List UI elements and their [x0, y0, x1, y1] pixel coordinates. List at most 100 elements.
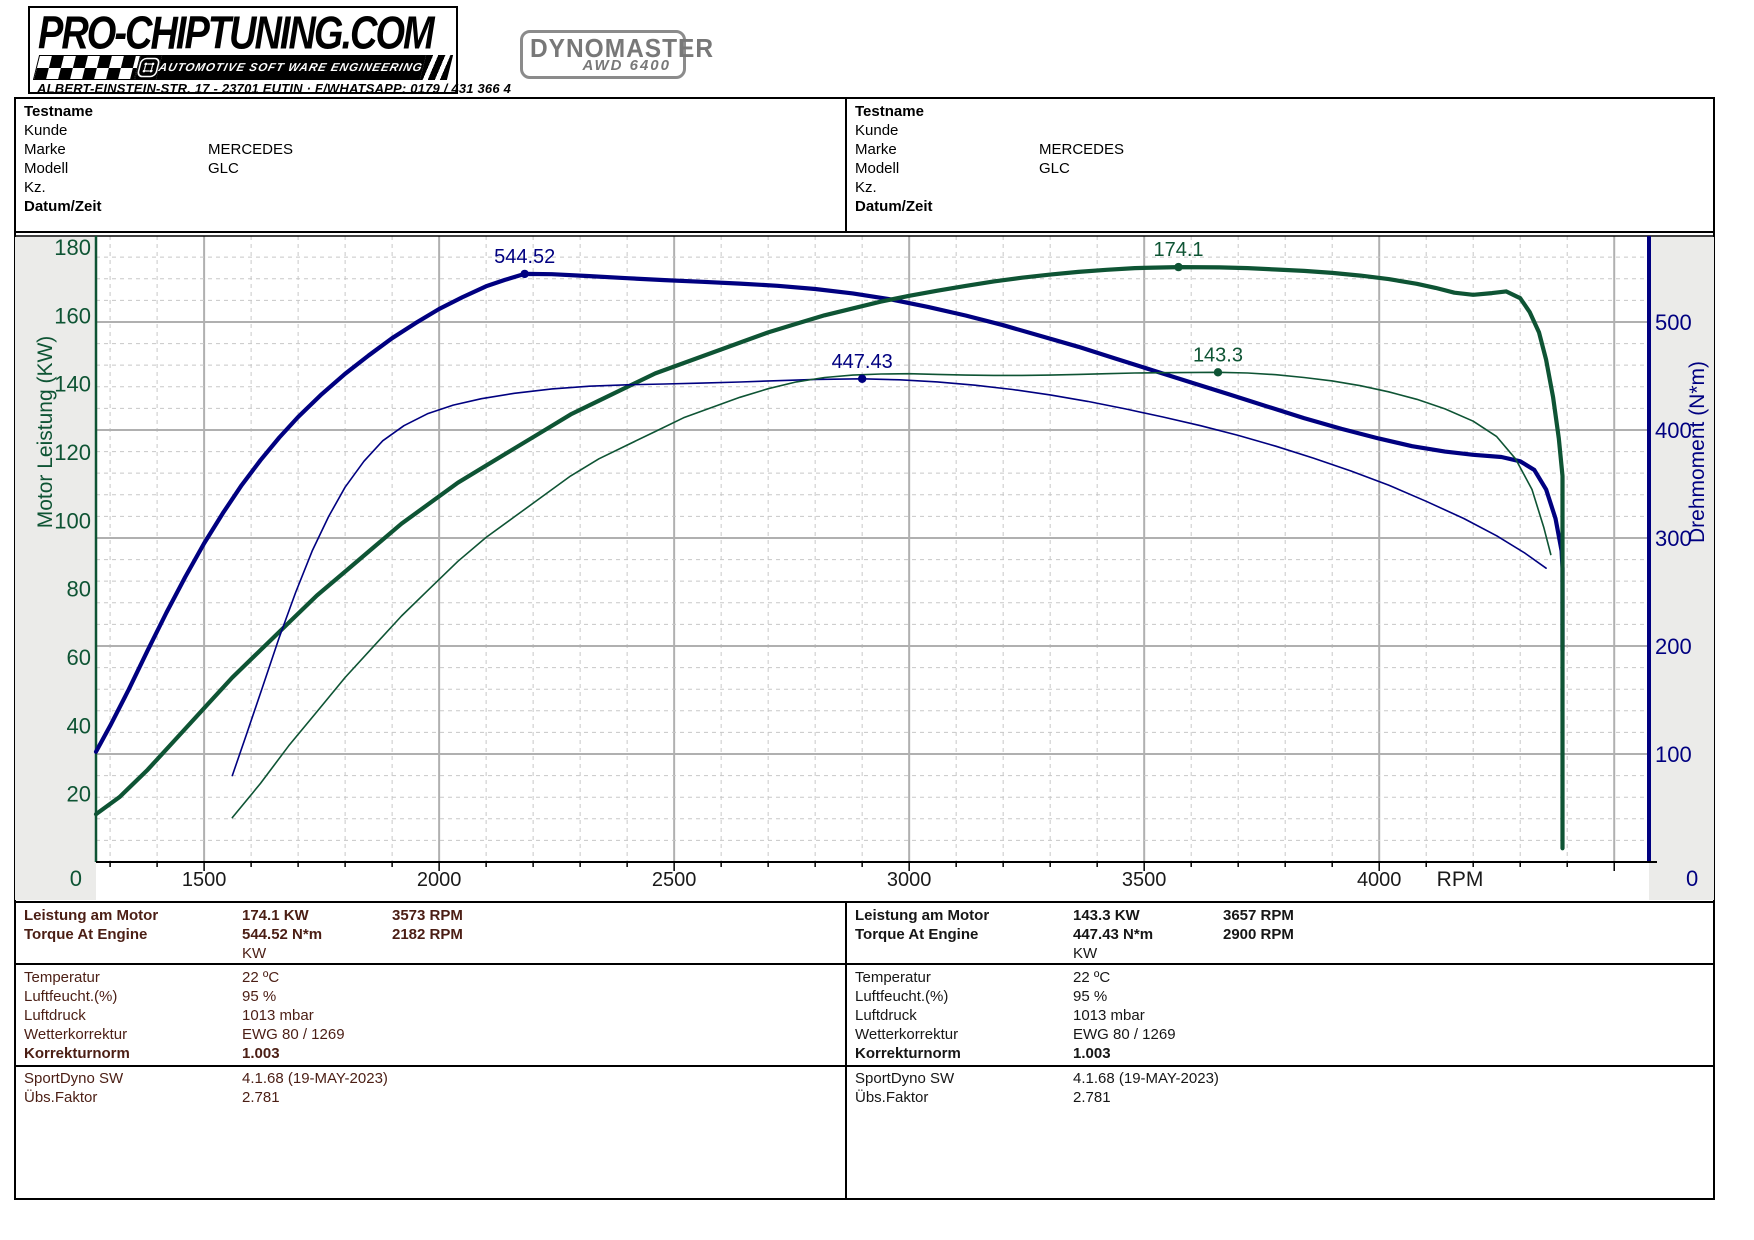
device-badge-name: DYNOMASTER: [530, 34, 715, 64]
chip-emblem-icon: [134, 55, 163, 80]
info-label: Kz.: [24, 179, 46, 196]
result-value: 1013 mbar: [242, 1007, 314, 1024]
series-torque-run2: [231, 377, 1547, 777]
logo-address: ALBERT-EINSTEIN-STR. 17 - 23701 EUTIN · …: [37, 81, 512, 96]
results-panel-divider: [845, 901, 847, 1200]
result-value: 22 ºC: [242, 969, 280, 986]
peak-label: 143.3: [1193, 344, 1243, 366]
logo-banner-text: AUTOMOTIVE SOFT WARE ENGINEERING: [155, 55, 426, 80]
x-tick-label: 2000: [417, 869, 462, 891]
result-rpm: 2182 RPM: [392, 926, 463, 943]
result-value: 544.52 N*m: [242, 926, 323, 943]
result-label: Korrekturnorm: [24, 1045, 130, 1062]
result-label: SportDyno SW: [855, 1070, 955, 1087]
peak-marker: [1174, 262, 1183, 272]
right-tick-label: 200: [1655, 634, 1692, 659]
result-label: Temperatur: [855, 969, 931, 986]
info-panel-divider: [845, 97, 847, 231]
checkered-flag-icon: [32, 55, 142, 80]
report-frame: [14, 97, 1715, 1200]
result-label: Luftdruck: [24, 1007, 86, 1024]
right-tick-label: 300: [1655, 526, 1692, 551]
result-label: Temperatur: [24, 969, 100, 986]
result-value: 95 %: [1073, 988, 1108, 1005]
left-tick-label: 140: [54, 372, 91, 397]
peak-marker: [1213, 368, 1223, 377]
right-tick-label: 0: [1686, 866, 1698, 891]
x-tick-label: 1500: [182, 869, 227, 891]
dyno-chart: 1500 2000 2500 3000 3500 40000204060801001201…: [15, 235, 1714, 900]
info-label: Kz.: [855, 179, 877, 196]
result-value: 1013 mbar: [1073, 1007, 1145, 1024]
x-tick-label: 3000: [887, 869, 932, 891]
info-panel-run1: Testname Kunde Marke MERCEDES Modell GLC Kz. Da…: [14, 97, 845, 231]
result-label: Luftfeucht.(%): [24, 988, 118, 1005]
left-axis-title: Motor Leistung (KW): [34, 336, 57, 529]
info-value: MERCEDES: [1039, 141, 1125, 158]
x-tick-label: 4000: [1357, 869, 1402, 891]
result-value: EWG 80 / 1269: [242, 1026, 345, 1043]
info-label: Marke: [24, 141, 66, 158]
result-rpm: 3657 RPM: [1223, 907, 1294, 924]
info-label: Datum/Zeit: [855, 198, 933, 215]
result-label: Korrekturnorm: [855, 1045, 961, 1062]
right-axis-strip: [1649, 237, 1714, 900]
result-value: 2.781: [242, 1089, 280, 1106]
info-label: Testname: [24, 103, 93, 120]
left-tick-label: 20: [67, 782, 91, 807]
result-value: KW: [1073, 945, 1098, 962]
series-power-run1: [93, 265, 1565, 851]
results-divider-1: [14, 963, 1715, 965]
result-label: Wetterkorrektur: [855, 1026, 959, 1043]
result-label: Übs.Faktor: [855, 1089, 929, 1106]
device-badge: DYNOMASTER AWD 6400: [520, 30, 715, 79]
right-tick-label: 100: [1655, 742, 1692, 767]
info-label: Kunde: [24, 122, 68, 139]
info-label: Kunde: [855, 122, 899, 139]
left-tick-label: 180: [54, 235, 91, 260]
result-value: 447.43 N*m: [1073, 926, 1154, 943]
result-label: Wetterkorrektur: [24, 1026, 128, 1043]
peak-label: 447.43: [832, 351, 893, 373]
result-value: 95 %: [242, 988, 277, 1005]
result-value: KW: [242, 945, 267, 962]
result-label: Leistung am Motor: [24, 907, 159, 924]
result-value: 1.003: [1073, 1045, 1111, 1062]
logo-banner: AUTOMOTIVE SOFT WARE ENGINEERING: [32, 55, 454, 80]
info-value: GLC: [208, 160, 239, 177]
series-power-run2: [231, 371, 1552, 819]
result-value: 4.1.68 (19-MAY-2023): [242, 1070, 388, 1087]
right-axis-title: Drehmoment (N*m): [1686, 361, 1709, 543]
results-panel-run1: Leistung am Motor 174.1 KW 3573 RPM Torque …: [14, 901, 845, 1200]
left-tick-label: 120: [54, 440, 91, 465]
x-tick-label: 3500: [1122, 869, 1167, 891]
result-rpm: 3573 RPM: [392, 907, 463, 924]
result-value: 174.1 KW: [242, 907, 309, 924]
logo: PRO-CHIPTUNING.COM AUTOMOTIVE SOFT WARE …: [28, 6, 511, 96]
results-panel-run2: Leistung am Motor 143.3 KW 3657 RPM Torque …: [845, 901, 1715, 1200]
left-tick-label: 0: [70, 866, 82, 891]
left-tick-label: 60: [67, 645, 91, 670]
info-value: MERCEDES: [208, 141, 294, 158]
result-label: Torque At Engine: [24, 926, 148, 943]
result-value: 22 ºC: [1073, 969, 1111, 986]
result-label: Leistung am Motor: [855, 907, 990, 924]
left-tick-label: 40: [67, 713, 91, 738]
info-label: Modell: [24, 160, 69, 177]
info-label: Testname: [855, 103, 924, 120]
result-value: 4.1.68 (19-MAY-2023): [1073, 1070, 1219, 1087]
x-axis-title: RPM: [1437, 868, 1484, 891]
result-value: 143.3 KW: [1073, 907, 1140, 924]
logo-title: PRO-CHIPTUNING.COM: [38, 8, 435, 60]
result-rpm: 2900 RPM: [1223, 926, 1294, 943]
result-value: 2.781: [1073, 1089, 1111, 1106]
info-label: Datum/Zeit: [24, 198, 102, 215]
stripes-icon: [419, 55, 454, 80]
results-section: Leistung am Motor 174.1 KW 3573 RPM Torque …: [14, 901, 1715, 1200]
result-label: Torque At Engine: [855, 926, 979, 943]
result-value: EWG 80 / 1269: [1073, 1026, 1176, 1043]
right-tick-label: 500: [1655, 310, 1692, 335]
peak-marker: [857, 374, 867, 383]
peak-marker: [520, 269, 529, 279]
